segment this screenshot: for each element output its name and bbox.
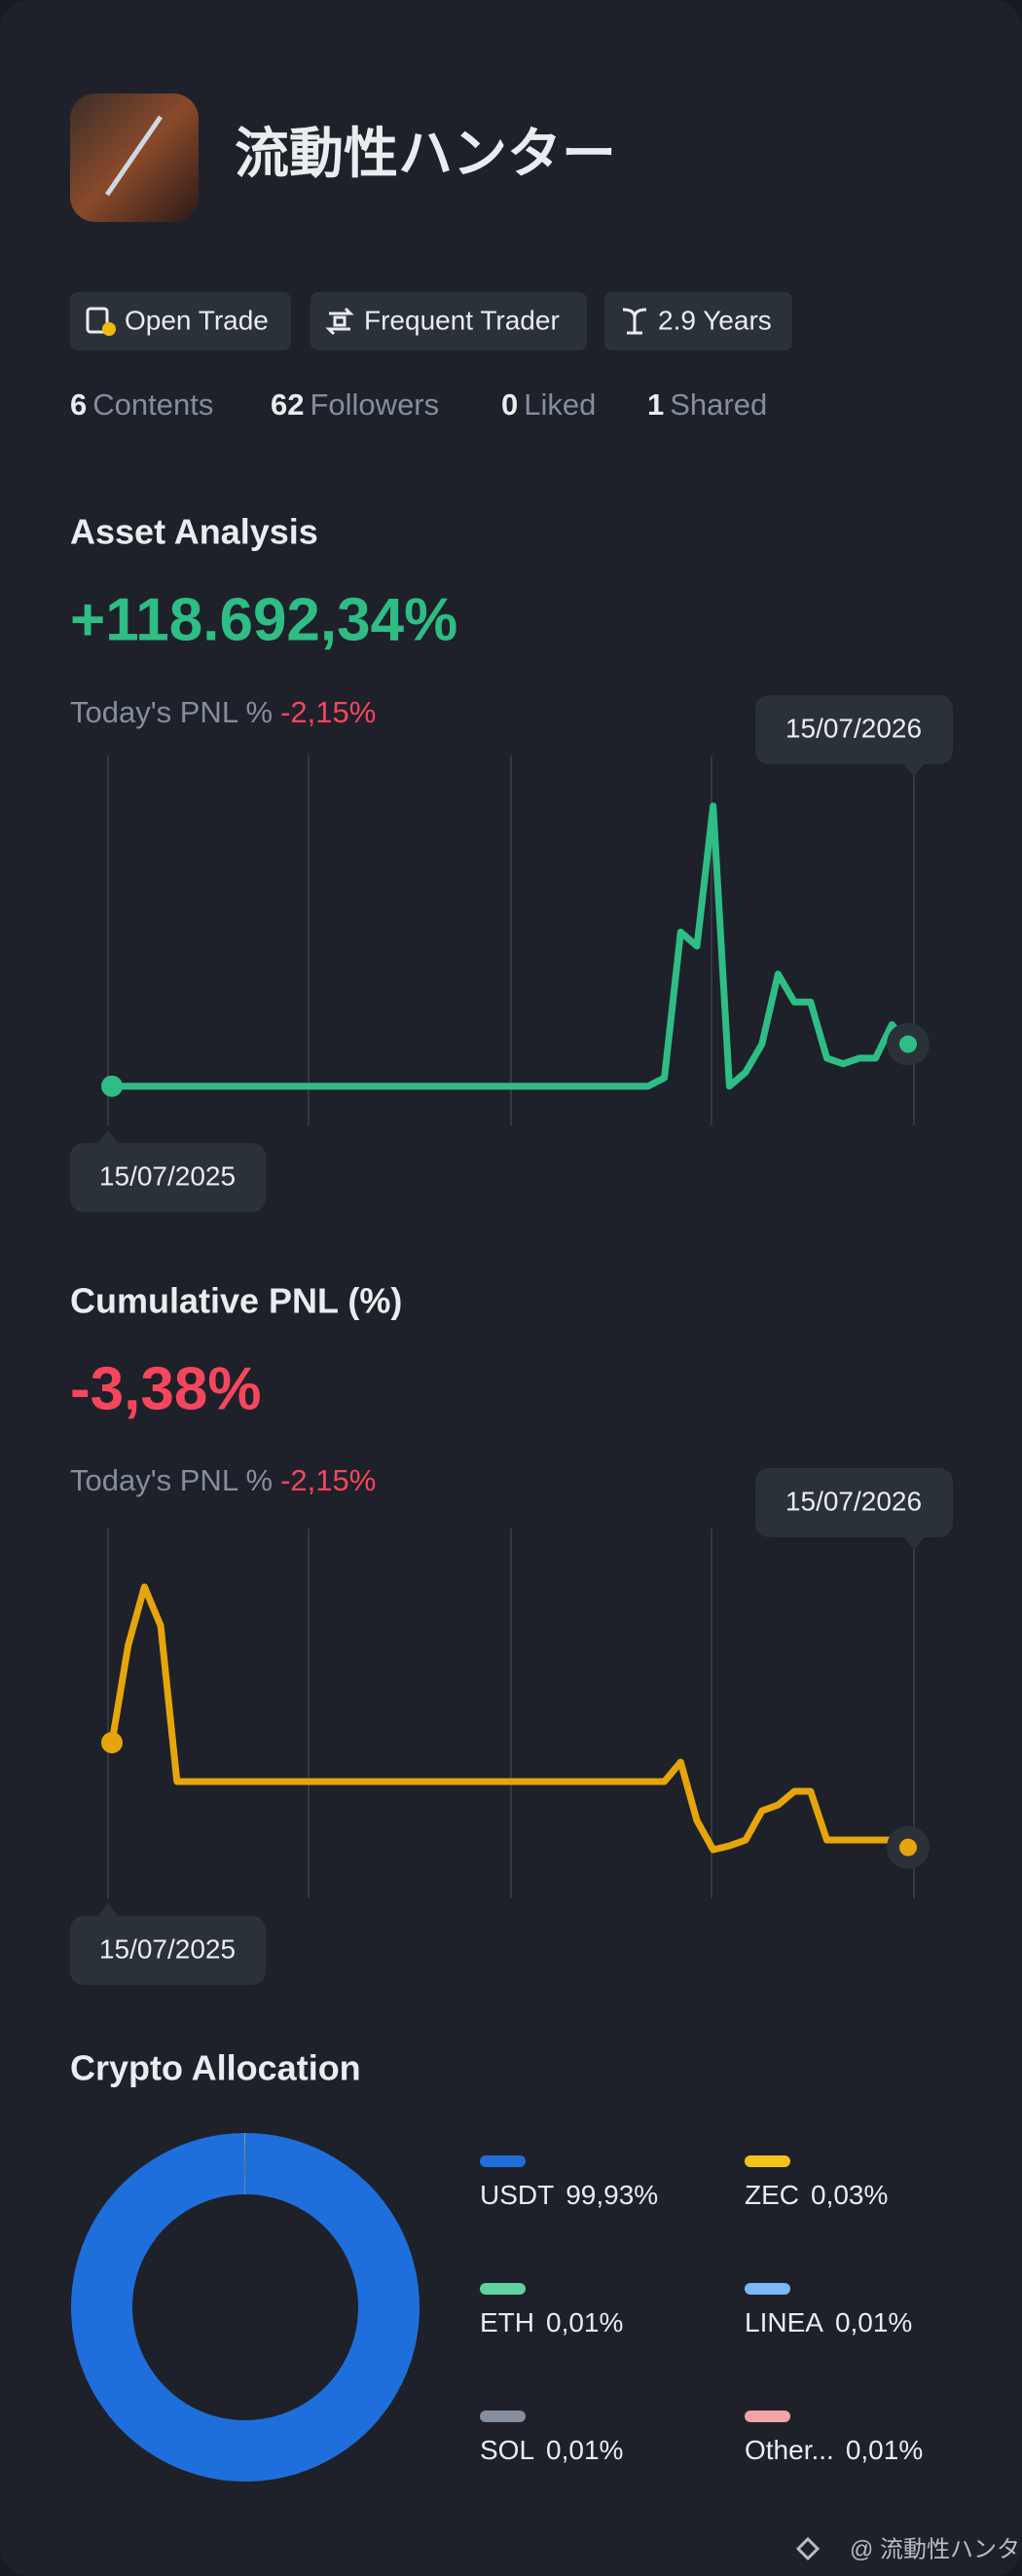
headline-value: -3,38% bbox=[70, 1355, 261, 1422]
today-pnl: Today's PNL % -2,15% bbox=[70, 1463, 376, 1497]
stat-count: 6 bbox=[70, 387, 87, 422]
tag-label: Frequent Trader bbox=[364, 305, 560, 335]
stat-label: Contents bbox=[92, 387, 213, 422]
tooltip-date: 15/07/2026 bbox=[785, 713, 922, 743]
tooltip bbox=[755, 1468, 953, 1537]
stat: 0 Liked bbox=[501, 387, 596, 422]
donut-segment bbox=[70, 2133, 420, 2482]
tooltip-pointer bbox=[98, 1903, 118, 1916]
stat: 62 Followers bbox=[271, 387, 439, 422]
legend-entry: SOL 0,01% bbox=[480, 2435, 623, 2465]
legend-swatch bbox=[745, 2155, 790, 2167]
legend-entry: USDT 99,93% bbox=[480, 2180, 658, 2210]
legend-name: USDT bbox=[480, 2180, 554, 2210]
data-line bbox=[108, 1583, 910, 1854]
stat-count: 1 bbox=[647, 387, 664, 422]
legend-value: 0,01% bbox=[546, 2435, 623, 2465]
stat: 1 Shared bbox=[647, 387, 767, 422]
today-pnl: Today's PNL % -2,15% bbox=[70, 695, 376, 729]
tooltip bbox=[70, 1916, 266, 1985]
legend-entry: ZEC 0,03% bbox=[745, 2180, 888, 2210]
start-point bbox=[101, 1732, 123, 1753]
tooltip-date: 15/07/2025 bbox=[99, 1160, 236, 1191]
start-point bbox=[101, 1075, 123, 1097]
end-point bbox=[899, 1838, 917, 1857]
legend-swatch bbox=[745, 2410, 790, 2422]
today-value: -2,15% bbox=[280, 1463, 376, 1497]
tooltip-date: 15/07/2025 bbox=[99, 1933, 236, 1964]
legend-swatch bbox=[480, 2283, 526, 2295]
end-point bbox=[899, 1035, 917, 1053]
legend-swatch bbox=[480, 2155, 526, 2167]
headline-value: +118.692,34% bbox=[70, 586, 457, 653]
legend-swatch bbox=[480, 2410, 526, 2422]
tooltip bbox=[70, 1143, 266, 1212]
tag[interactable] bbox=[310, 292, 587, 350]
legend-value: 99,93% bbox=[566, 2180, 658, 2210]
watermark-icon bbox=[795, 2536, 821, 2561]
legend-value: 0,01% bbox=[835, 2307, 912, 2337]
section-title: Asset Analysis bbox=[70, 512, 318, 552]
today-label: Today's PNL % bbox=[70, 1463, 273, 1497]
tooltip-pointer bbox=[904, 764, 924, 777]
legend-name: ZEC bbox=[745, 2180, 799, 2210]
tooltip bbox=[755, 695, 953, 764]
stat-label: Followers bbox=[310, 387, 439, 422]
stat-label: Shared bbox=[670, 387, 767, 422]
stat: 6 Contents bbox=[70, 387, 213, 422]
legend-value: 0,01% bbox=[846, 2435, 923, 2465]
tag[interactable] bbox=[604, 292, 792, 350]
section-title: Cumulative PNL (%) bbox=[70, 1281, 402, 1321]
stat-count: 0 bbox=[501, 387, 518, 422]
profile-name: 流動性ハンター bbox=[235, 123, 616, 184]
tooltip-pointer bbox=[904, 1537, 924, 1550]
today-value: -2,15% bbox=[280, 695, 376, 729]
section-title: Crypto Allocation bbox=[70, 2048, 361, 2088]
tooltip-date: 15/07/2026 bbox=[785, 1486, 922, 1516]
avatar-art bbox=[104, 115, 164, 197]
tag-label: Open Trade bbox=[125, 305, 269, 335]
tooltip-pointer bbox=[98, 1130, 118, 1143]
tag-icons bbox=[86, 307, 647, 336]
legend-name: ETH bbox=[480, 2307, 534, 2337]
watermark: @ 流動性ハンター bbox=[850, 2536, 1022, 2562]
legend-value: 0,03% bbox=[811, 2180, 888, 2210]
legend-value: 0,01% bbox=[546, 2307, 623, 2337]
tag-label: 2.9 Years bbox=[658, 305, 772, 335]
legend-swatch bbox=[745, 2283, 790, 2295]
today-label: Today's PNL % bbox=[70, 695, 273, 729]
legend-name: Other... bbox=[745, 2435, 834, 2465]
legend-entry: ETH 0,01% bbox=[480, 2307, 623, 2337]
stat-count: 62 bbox=[271, 387, 304, 422]
legend-entry: LINEA 0,01% bbox=[745, 2307, 912, 2337]
data-line bbox=[112, 802, 911, 1090]
stat-label: Liked bbox=[524, 387, 596, 422]
tag[interactable] bbox=[70, 292, 291, 350]
legend-name: LINEA bbox=[745, 2307, 823, 2337]
legend-entry: Other... 0,01% bbox=[745, 2435, 923, 2465]
legend-name: SOL bbox=[480, 2435, 534, 2465]
